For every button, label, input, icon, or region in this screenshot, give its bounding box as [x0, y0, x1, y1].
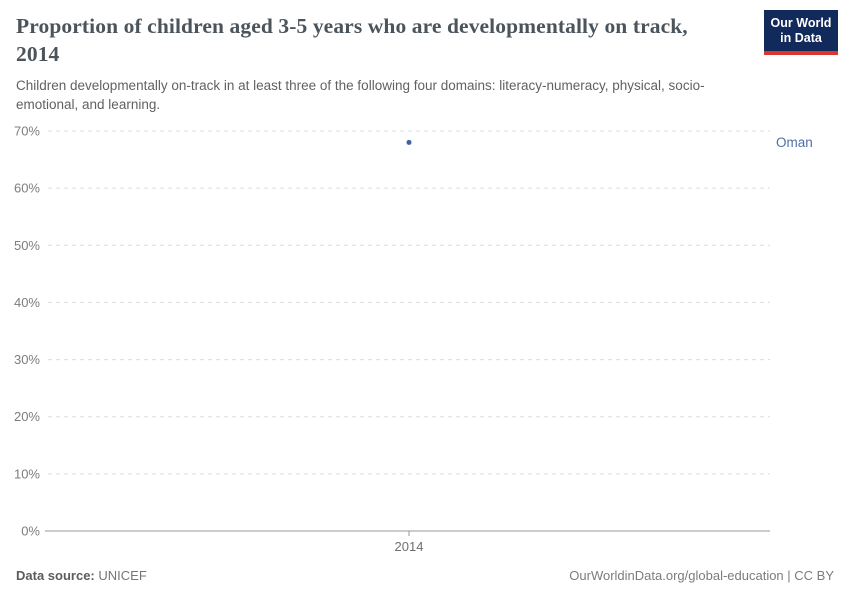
- chart-subtitle: Children developmentally on-track in at …: [16, 77, 705, 113]
- chart-footer: Data source: UNICEF OurWorldinData.org/g…: [16, 568, 834, 583]
- owid-logo-line2: in Data: [780, 30, 822, 45]
- data-source-note[interactable]: Data source: UNICEF: [16, 568, 147, 583]
- chart-title: Proportion of children aged 3-5 years wh…: [16, 14, 688, 66]
- y-tick-label: 60%: [14, 181, 40, 196]
- y-tick-label: 40%: [14, 295, 40, 310]
- y-tick-label: 10%: [14, 466, 40, 481]
- y-tick-label: 70%: [14, 124, 40, 139]
- chart-header: Proportion of children aged 3-5 years wh…: [16, 13, 731, 115]
- data-source-value: UNICEF: [98, 568, 147, 583]
- data-source-label: Data source:: [16, 568, 95, 583]
- x-tick-label: 2014: [395, 539, 424, 554]
- y-tick-label: 20%: [14, 409, 40, 424]
- entity-label-oman[interactable]: Oman: [776, 135, 813, 150]
- owid-logo[interactable]: Our World in Data: [764, 10, 838, 55]
- y-tick-label: 0%: [21, 524, 40, 539]
- attribution-link[interactable]: OurWorldinData.org/global-education | CC…: [569, 568, 834, 583]
- y-tick-label: 30%: [14, 352, 40, 367]
- y-tick-label: 50%: [14, 238, 40, 253]
- owid-logo-line1: Our World: [770, 16, 832, 30]
- data-point-oman[interactable]: [406, 139, 412, 145]
